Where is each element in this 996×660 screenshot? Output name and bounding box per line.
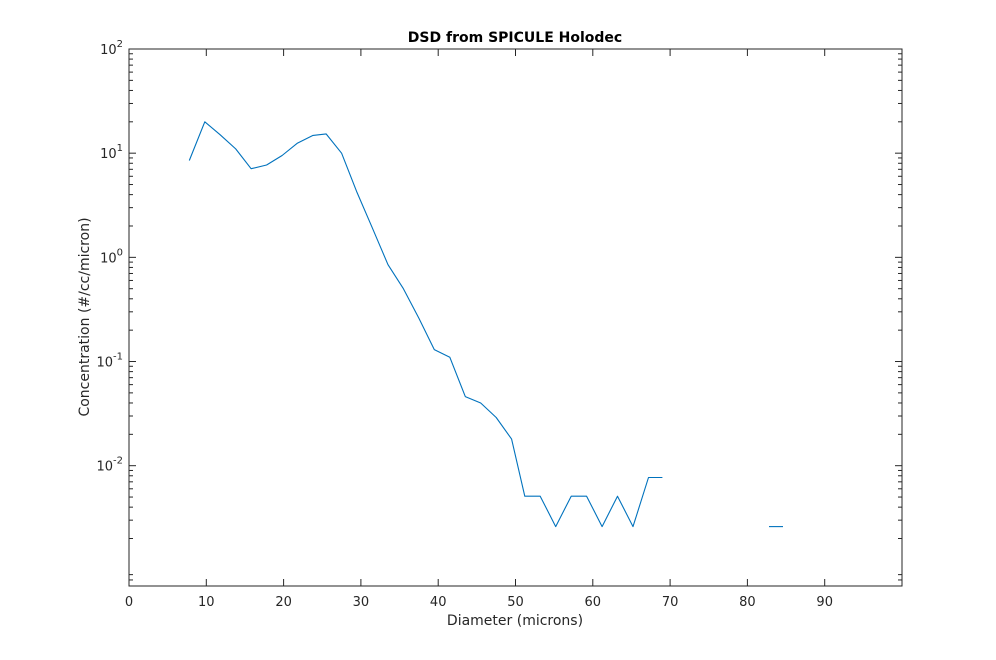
x-tick-label: 0: [125, 595, 133, 610]
x-tick-label: 90: [816, 595, 833, 610]
y-axis-ticks: 10-2 10-1 100 101 102: [96, 39, 902, 581]
series-layer: [188, 121, 783, 528]
y-tick-label: 101: [100, 143, 123, 162]
y-tick-label: 10-1: [96, 352, 123, 371]
y-tick-label: 10-2: [96, 456, 123, 475]
x-tick-label: 30: [353, 595, 370, 610]
chart-title: DSD from SPICULE Holodec: [408, 30, 622, 46]
y-tick-label: 100: [100, 247, 123, 266]
x-tick-label: 10: [198, 595, 215, 610]
y-axis-label: Concentration (#/cc/micron): [77, 217, 93, 416]
x-tick-label: 40: [430, 595, 447, 610]
x-axis-label: Diameter (microns): [447, 613, 583, 629]
x-axis-ticks: 0 10 20 30 40 50 60 70 80 90: [125, 49, 833, 610]
x-tick-label: 50: [507, 595, 524, 610]
plot-area: [128, 48, 903, 587]
x-tick-label: 20: [275, 595, 292, 610]
y-tick-label: 102: [100, 39, 123, 58]
x-tick-label: 70: [662, 595, 679, 610]
x-tick-label: 80: [739, 595, 756, 610]
x-tick-label: 60: [585, 595, 602, 610]
series-line: [188, 121, 663, 528]
